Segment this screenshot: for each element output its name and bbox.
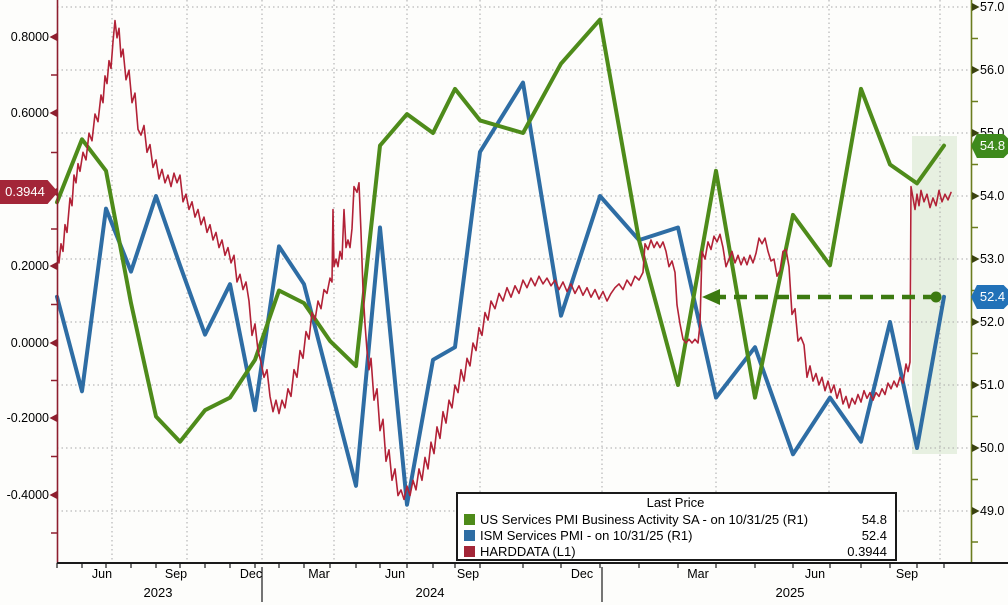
right-tick-arrow-icon — [972, 192, 980, 200]
us-pmi-swatch-icon — [464, 513, 475, 525]
legend-value: 0.3944 — [847, 543, 887, 559]
annotation-dot-icon — [930, 291, 942, 303]
harddata-last-value-badge: 0.3944 — [0, 180, 58, 204]
left-tick-arrow-icon — [49, 262, 57, 270]
legend-label: US Services PMI Business Activity SA - o… — [480, 511, 809, 527]
right-axis-label: 51.0 — [980, 378, 1005, 392]
right-tick-arrow-icon — [972, 255, 980, 263]
ism-last-value-badge: 52.4 — [971, 285, 1008, 309]
left-axis-label: -0.2000 — [6, 411, 49, 425]
right-axis-label: 52.0 — [980, 315, 1005, 329]
series-line-ism — [55, 80, 946, 507]
right-axis-label: 53.0 — [980, 252, 1005, 266]
us-pmi-last-value-badge: 54.8 — [971, 134, 1008, 158]
x-axis-month-label: Mar — [687, 567, 709, 581]
left-tick-arrow-icon — [49, 339, 57, 347]
series-line-harddata — [56, 19, 952, 501]
left-tick-arrow-icon — [49, 414, 57, 422]
right-tick-arrow-icon — [972, 66, 980, 74]
x-axis-month-label: Jun — [91, 567, 113, 581]
x-axis-month-label: Sep — [895, 567, 919, 581]
legend-label: ISM Services PMI - on 10/31/25 (R1) — [480, 527, 693, 543]
legend-row-ism[interactable]: ISM Services PMI - on 10/31/25 (R1) 52.4 — [464, 527, 887, 543]
right-axis-label: 49.0 — [980, 504, 1005, 518]
ism-swatch-icon — [464, 529, 475, 541]
x-axis-month-label: Sep — [456, 567, 480, 581]
left-axis-label: 0.6000 — [10, 106, 49, 120]
left-tick-arrow-icon — [49, 491, 57, 499]
x-axis-month-label: Dec — [239, 567, 263, 581]
legend-title: Last Price — [646, 495, 705, 510]
left-axis-label: 0.8000 — [10, 30, 49, 44]
left-tick-arrow-icon — [49, 109, 57, 117]
series-line-us-pmi — [55, 17, 946, 444]
legend-row-us-pmi[interactable]: US Services PMI Business Activity SA - o… — [464, 511, 887, 527]
right-axis-label: 54.0 — [980, 189, 1005, 203]
x-axis-month-label: Mar — [308, 567, 330, 581]
right-tick-arrow-icon — [972, 507, 980, 515]
legend-value: 54.8 — [861, 511, 887, 527]
harddata-swatch-icon — [464, 545, 475, 557]
right-axis-label: 56.0 — [980, 63, 1005, 77]
left-axis-label: -0.4000 — [6, 488, 49, 502]
annotation-arrowhead-icon — [702, 289, 720, 305]
legend-label: HARDDATA (L1) — [480, 543, 576, 559]
left-axis-label: 0.2000 — [10, 259, 49, 273]
right-tick-arrow-icon — [972, 381, 980, 389]
x-axis-month-label: Dec — [570, 567, 594, 581]
x-axis-month-label: Sep — [164, 567, 188, 581]
x-axis-year-label: 2025 — [775, 585, 805, 600]
legend-row-harddata[interactable]: HARDDATA (L1) 0.3944 — [464, 543, 887, 559]
left-axis-label: 0.0000 — [10, 336, 49, 350]
x-axis-year-label: 2024 — [415, 585, 445, 600]
right-tick-arrow-icon — [972, 129, 980, 137]
right-tick-arrow-icon — [972, 318, 980, 326]
x-axis-month-label: Jun — [804, 567, 826, 581]
right-axis-label: 50.0 — [980, 441, 1005, 455]
left-tick-arrow-icon — [49, 33, 57, 41]
right-tick-arrow-icon — [972, 444, 980, 452]
x-axis-month-label: Jun — [384, 567, 406, 581]
legend-value: 52.4 — [861, 527, 887, 543]
right-tick-arrow-icon — [972, 3, 980, 11]
legend-box: Last Price US Services PMI Business Acti… — [456, 492, 897, 561]
x-axis-year-label: 2023 — [143, 585, 173, 600]
right-axis-label: 57.0 — [980, 0, 1005, 14]
